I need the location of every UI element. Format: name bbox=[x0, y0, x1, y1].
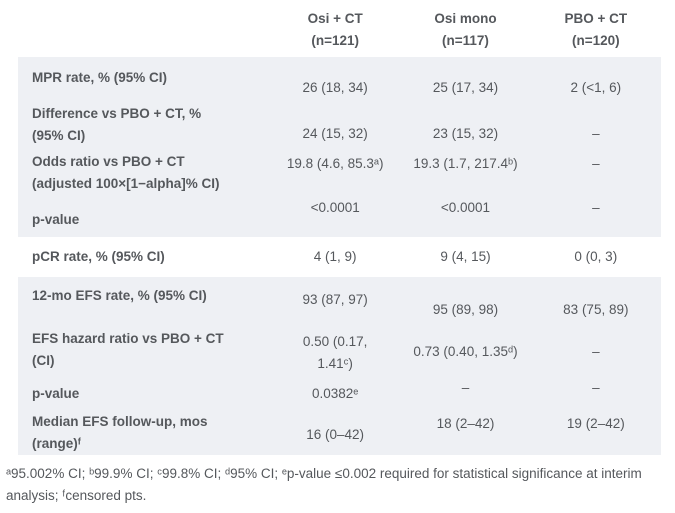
row-label: Odds ratio vs PBO + CT (adjusted 100×[1−… bbox=[18, 151, 270, 195]
cell-value: 23 (15, 32) bbox=[432, 126, 499, 141]
cell-value: 16 (0–42) bbox=[306, 427, 365, 442]
row-label: 12-mo EFS rate, % (95% CI) bbox=[18, 277, 270, 307]
table-row-pcr-rate: pCR rate, % (95% CI) 4 (1, 9) 9 (4, 15) … bbox=[18, 237, 661, 277]
results-table: Osi + CT (n=121) Osi mono (n=117) PBO + … bbox=[18, 0, 661, 455]
row-label: Median EFS follow-up, mos (range)ᶠ bbox=[18, 411, 270, 455]
cell-value: 4 (1, 9) bbox=[313, 249, 357, 264]
table-row-p-value-mpr: p-value <0.0001 <0.0001 – bbox=[18, 197, 661, 237]
row-label-line: (range)ᶠ bbox=[32, 436, 82, 451]
cell-value: 0.50 (0.17, 1.41ᶜ) bbox=[270, 325, 400, 375]
row-label-line: p-value bbox=[32, 212, 80, 227]
cell-value: 18 (2–42) bbox=[436, 416, 495, 431]
cell-value: 0.0382ᵉ bbox=[312, 386, 359, 401]
cell-value: <0.0001 bbox=[310, 200, 360, 215]
cell-value: 93 (87, 97) bbox=[302, 292, 368, 307]
cell-value: 9 (4, 15) bbox=[440, 249, 491, 264]
row-label-line: (adjusted 100×[1−alpha]% CI) bbox=[32, 176, 220, 191]
cell-value: <0.0001 bbox=[440, 200, 491, 215]
column-header-n: (n=121) bbox=[311, 33, 359, 48]
row-label-line: p-value bbox=[32, 386, 80, 401]
cell-value: – bbox=[592, 156, 600, 171]
cell-value: 95 (89, 98) bbox=[432, 302, 499, 317]
table-row-mpr-rate: MPR rate, % (95% CI) 26 (18, 34) 25 (17,… bbox=[18, 57, 661, 101]
column-header-name: PBO + CT bbox=[564, 11, 628, 26]
row-label-line: (CI) bbox=[32, 353, 55, 368]
row-label: p-value bbox=[18, 209, 270, 237]
section-mpr: MPR rate, % (95% CI) 26 (18, 34) 25 (17,… bbox=[18, 57, 661, 237]
cell-value: – bbox=[592, 126, 600, 141]
column-header-osi-mono: Osi mono (n=117) bbox=[400, 8, 530, 52]
column-header-pbo-ct: PBO + CT (n=120) bbox=[531, 8, 661, 52]
cell-value: 26 (18, 34) bbox=[302, 80, 368, 95]
cell-value: – bbox=[592, 380, 600, 395]
header-label-spacer bbox=[18, 8, 270, 52]
cell-value-line: 0.50 (0.17, bbox=[302, 334, 368, 349]
cell-value: 19.3 (1.7, 217.4ᵇ) bbox=[413, 156, 518, 171]
row-label-line: Median EFS follow-up, mos bbox=[32, 414, 208, 429]
row-label: MPR rate, % (95% CI) bbox=[18, 57, 270, 89]
row-label-line: Difference vs PBO + CT, % bbox=[32, 106, 202, 121]
cell-value: 0.73 (0.40, 1.35ᵈ) bbox=[413, 344, 518, 359]
row-label: EFS hazard ratio vs PBO + CT (CI) bbox=[18, 328, 270, 372]
cell-value: 25 (17, 34) bbox=[432, 80, 499, 95]
cell-value: 19.8 (4.6, 85.3ᵃ) bbox=[286, 156, 384, 171]
column-header-n: (n=120) bbox=[571, 33, 620, 48]
footnotes: ᵃ95.002% CI; ᵇ99.9% CI; ᶜ99.8% CI; ᵈ95% … bbox=[6, 466, 642, 503]
row-label: p-value bbox=[18, 383, 270, 405]
column-header-name: Osi mono bbox=[434, 11, 497, 26]
cell-value: 2 (<1, 6) bbox=[570, 80, 622, 95]
table-row-odds-ratio: Odds ratio vs PBO + CT (adjusted 100×[1−… bbox=[18, 149, 661, 197]
row-label: pCR rate, % (95% CI) bbox=[18, 246, 270, 268]
row-label-line: (95% CI) bbox=[32, 128, 86, 143]
table-row-median-efs-followup: Median EFS follow-up, mos (range)ᶠ 16 (0… bbox=[18, 411, 661, 455]
row-label-line: 12-mo EFS rate, % (95% CI) bbox=[32, 288, 207, 303]
cell-value: 83 (75, 89) bbox=[563, 302, 629, 317]
cell-value: 19 (2–42) bbox=[566, 416, 625, 431]
section-pcr: pCR rate, % (95% CI) 4 (1, 9) 9 (4, 15) … bbox=[18, 237, 661, 277]
row-label-line: Odds ratio vs PBO + CT bbox=[32, 154, 185, 169]
cell-value: – bbox=[592, 344, 600, 359]
table-header: Osi + CT (n=121) Osi mono (n=117) PBO + … bbox=[18, 0, 661, 52]
table-row-p-value-efs: p-value 0.0382ᵉ – – bbox=[18, 377, 661, 411]
cell-value: – bbox=[592, 200, 600, 215]
column-header-n: (n=117) bbox=[442, 33, 489, 48]
row-label-line: MPR rate, % (95% CI) bbox=[32, 70, 168, 85]
table-row-efs-hazard-ratio: EFS hazard ratio vs PBO + CT (CI) 0.50 (… bbox=[18, 323, 661, 377]
row-label: Difference vs PBO + CT, % (95% CI) bbox=[18, 103, 270, 147]
section-efs: 12-mo EFS rate, % (95% CI) 93 (87, 97) 9… bbox=[18, 277, 661, 455]
column-header-osi-ct: Osi + CT (n=121) bbox=[270, 8, 400, 52]
cell-value: 24 (15, 32) bbox=[302, 126, 368, 141]
table-row-efs-rate: 12-mo EFS rate, % (95% CI) 93 (87, 97) 9… bbox=[18, 277, 661, 323]
column-header-name: Osi + CT bbox=[307, 11, 363, 26]
row-label-line: pCR rate, % (95% CI) bbox=[32, 249, 165, 264]
cell-value: – bbox=[461, 380, 470, 395]
cell-value-line: 1.41ᶜ) bbox=[317, 356, 353, 371]
table-row-difference: Difference vs PBO + CT, % (95% CI) 24 (1… bbox=[18, 101, 661, 149]
row-label-line: EFS hazard ratio vs PBO + CT bbox=[32, 331, 224, 346]
cell-value: 0 (0, 3) bbox=[574, 249, 618, 264]
